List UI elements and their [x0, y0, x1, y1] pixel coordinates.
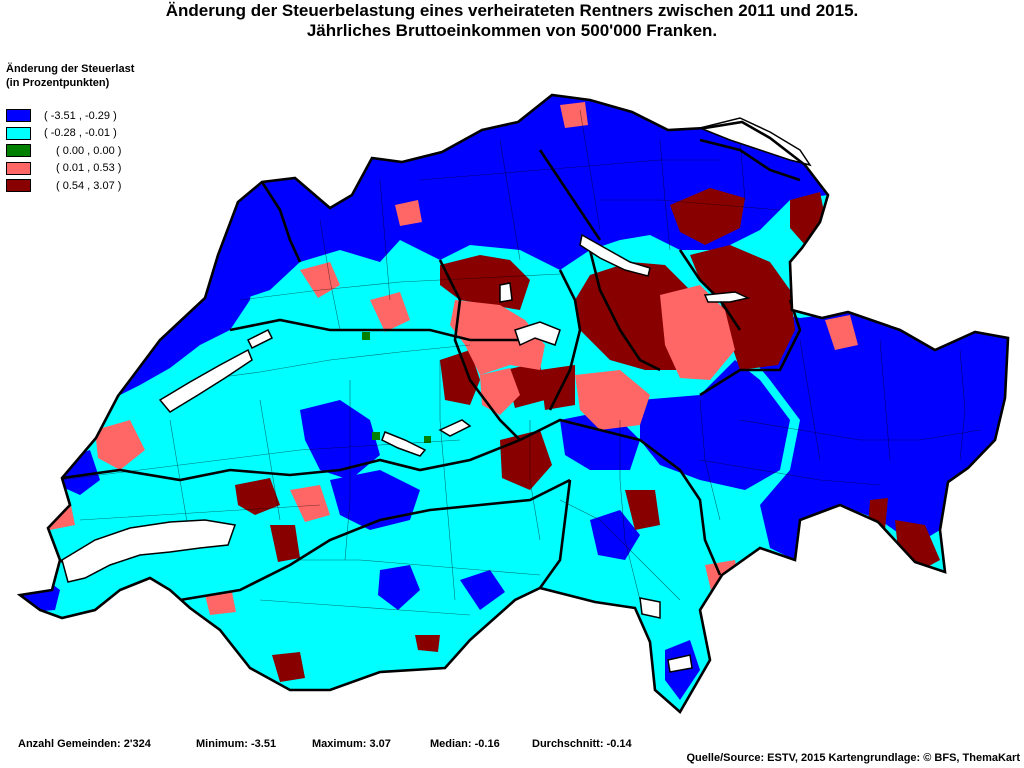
region-uri-salmon [575, 370, 650, 430]
lake-zurich [579, 233, 651, 277]
region-green-1 [362, 332, 370, 340]
legend-label: ( -0.28 , -0.01 ) [44, 127, 117, 140]
lake-thun [381, 431, 427, 457]
legend-item: ( -3.51 , -0.29 ) [6, 107, 206, 125]
legend-item: ( 0.00 , 0.00 ) [6, 142, 206, 160]
region-valais-salmon [205, 592, 236, 615]
legend-swatch [6, 179, 31, 193]
lake-geneva [61, 519, 237, 583]
region-basel-salmon [395, 200, 422, 226]
stat-count: Anzahl Gemeinden: 2'324 [18, 738, 151, 750]
region-green-3 [424, 436, 431, 443]
region-bernmid-salmon [480, 368, 520, 415]
stat-minimum: Minimum: -3.51 [196, 738, 277, 750]
region-green-2 [372, 432, 380, 440]
region-bern-darkred [500, 430, 552, 490]
source-note: Quelle/Source: ESTV, 2015 Kartengrundlag… [686, 752, 1020, 764]
legend-item: ( 0.01 , 0.53 ) [6, 160, 206, 178]
lake-neuchatel [158, 348, 253, 413]
lakes [61, 117, 812, 673]
canton-borders [40, 138, 802, 602]
legend-item: ( -0.28 , -0.01 ) [6, 125, 206, 143]
legend-title-line1: Änderung der Steuerlast [6, 63, 135, 75]
lake-walen [703, 291, 751, 303]
legend-item: ( 0.54 , 3.07 ) [6, 177, 206, 195]
legend-label: ( 0.01 , 0.53 ) [56, 162, 122, 175]
region-valais-blue-2 [460, 570, 505, 610]
stat-median: Median: -0.16 [430, 738, 500, 750]
region-saas-darkred [415, 635, 440, 652]
region-central-salmon [450, 300, 545, 375]
lake-lugano [667, 654, 693, 673]
region-jura-blue [115, 262, 255, 396]
stat-maximum: Maximum: 3.07 [312, 738, 391, 750]
legend-label: ( 0.54 , 3.07 ) [56, 179, 122, 192]
map-title: Änderung der Steuerbelastung eines verhe… [165, 1, 859, 20]
lake-lucerne [514, 321, 561, 347]
lake-constance [697, 117, 812, 167]
region-gruyere-darkred [270, 525, 300, 562]
region-valais-darkred [272, 652, 305, 682]
legend-swatch [6, 109, 31, 123]
region-gr-salmon [825, 315, 858, 350]
region-engadin-darkred [868, 498, 888, 530]
lake-sempach [499, 282, 513, 303]
region-vaud-salmon [95, 420, 145, 470]
legend-title: Änderung der Steuerlast (in Prozentpunkt… [6, 62, 206, 90]
lake-biel [246, 328, 274, 350]
region-zug-salmon [660, 285, 735, 380]
region-graubuenden-blue [745, 310, 1008, 560]
region-aargau-salmon [560, 102, 588, 128]
region-ticino-darkred [625, 490, 660, 530]
region-fribourg-darkred [235, 478, 280, 515]
stat-mean: Durchschnitt: -0.14 [532, 738, 632, 750]
region-entlebuch-darkred [440, 350, 480, 405]
lake-brienz [438, 419, 472, 437]
region-solothurn-salmon [370, 292, 410, 332]
region-bern-blue [300, 400, 380, 480]
lake-maggiore [639, 597, 661, 619]
legend-swatch [6, 126, 31, 140]
legend-label: ( -3.51 , -0.29 ) [44, 109, 117, 122]
legend-swatch [6, 144, 31, 158]
region-fribourg-salmon [290, 485, 330, 522]
legend-swatch [6, 161, 31, 175]
region-north-blue [150, 95, 828, 370]
map-subtitle: Jährliches Bruttoeinkommen von 500'000 F… [306, 21, 718, 40]
legend: ( -3.51 , -0.29 ) ( -0.28 , -0.01 ) ( 0.… [6, 107, 206, 195]
region-stgallen-darkred [690, 245, 795, 370]
municipality-regions [20, 95, 1008, 700]
region-bern-blue-2 [330, 470, 420, 530]
legend-title-line2: (in Prozentpunkten) [6, 77, 110, 89]
region-valais-blue [378, 565, 420, 610]
region-central-blue [640, 360, 790, 490]
legend-label: ( 0.00 , 0.00 ) [56, 144, 122, 157]
